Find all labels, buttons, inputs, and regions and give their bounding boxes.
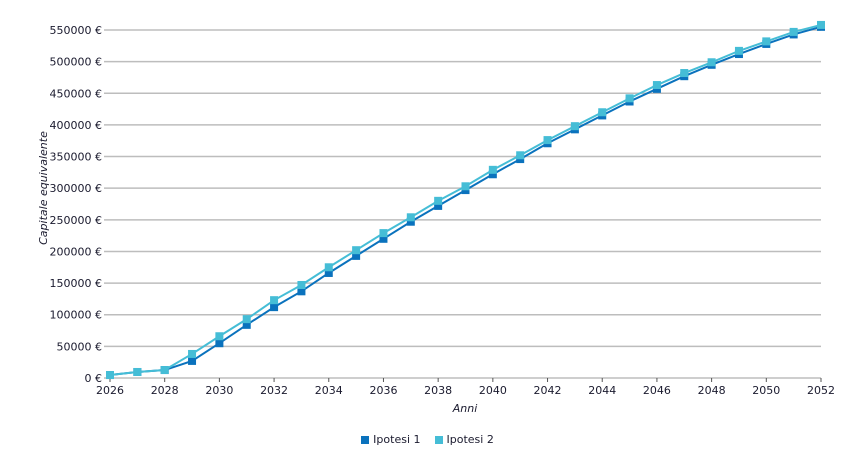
series-2: [106, 20, 825, 380]
legend: Ipotesi 1 Ipotesi 2: [0, 433, 855, 446]
series-line: [109, 25, 822, 377]
x-tick-label: 2050: [752, 384, 780, 397]
data-point[interactable]: [543, 136, 552, 145]
x-tick-label: 2048: [698, 384, 726, 397]
y-tick-label: 500000 €: [50, 56, 103, 69]
data-point[interactable]: [434, 196, 443, 205]
data-point[interactable]: [352, 246, 361, 255]
data-point[interactable]: [106, 371, 114, 380]
data-point[interactable]: [297, 287, 306, 296]
x-tick-label: 2034: [315, 384, 343, 397]
y-tick-label: 150000 €: [50, 277, 103, 290]
x-tick-label: 2044: [588, 384, 616, 397]
data-point[interactable]: [215, 332, 224, 341]
data-point[interactable]: [297, 280, 306, 289]
y-tick-label: 550000 €: [50, 24, 103, 37]
legend-item-ipotesi-2[interactable]: Ipotesi 2: [434, 433, 494, 446]
data-point[interactable]: [270, 296, 279, 305]
y-tick-label: 0 €: [85, 372, 103, 385]
legend-swatch: [434, 435, 443, 444]
x-tick-label: 2042: [534, 384, 562, 397]
x-tick-label: 2036: [369, 384, 397, 397]
data-point[interactable]: [188, 349, 197, 358]
y-axis-label: Capitale equivalente: [37, 131, 50, 245]
series-1: [106, 22, 825, 380]
data-point[interactable]: [789, 27, 798, 36]
x-tick-label: 2046: [643, 384, 671, 397]
data-point[interactable]: [734, 46, 743, 55]
data-point[interactable]: [707, 58, 716, 67]
data-point[interactable]: [762, 37, 771, 46]
data-point[interactable]: [817, 20, 825, 29]
legend-label: Ipotesi 2: [446, 433, 494, 446]
data-point[interactable]: [516, 151, 525, 160]
data-point[interactable]: [598, 108, 607, 117]
data-point[interactable]: [625, 94, 634, 103]
series-line: [109, 23, 822, 377]
data-point[interactable]: [242, 320, 251, 329]
x-tick-label: 2040: [479, 384, 507, 397]
y-tick-label: 50000 €: [57, 340, 103, 353]
data-point[interactable]: [488, 165, 497, 174]
data-point[interactable]: [160, 366, 169, 375]
x-tick-label: 2052: [807, 384, 835, 397]
y-tick-label: 100000 €: [50, 309, 103, 322]
data-point[interactable]: [215, 339, 224, 348]
data-point[interactable]: [133, 367, 142, 376]
data-point[interactable]: [188, 356, 197, 365]
y-tick-label: 450000 €: [50, 87, 103, 100]
y-tick-label: 300000 €: [50, 182, 103, 195]
y-tick-label: 400000 €: [50, 119, 103, 132]
y-tick-label: 350000 €: [50, 151, 103, 164]
legend-item-ipotesi-1[interactable]: Ipotesi 1: [361, 433, 421, 446]
y-tick-label: 200000 €: [50, 245, 103, 258]
line-chart: 0 € 50000 € 100000 € 150000 € 200000 € 250000…: [37, 20, 835, 415]
data-point[interactable]: [680, 69, 689, 78]
data-point[interactable]: [352, 251, 361, 260]
x-axis-label: Anni: [452, 402, 478, 415]
data-point[interactable]: [270, 303, 279, 312]
x-tick-label: 2026: [96, 384, 124, 397]
x-tick-label: 2028: [151, 384, 179, 397]
data-point[interactable]: [652, 81, 661, 90]
data-point[interactable]: [461, 182, 470, 191]
data-point[interactable]: [434, 201, 443, 210]
legend-label: Ipotesi 1: [373, 433, 421, 446]
data-point[interactable]: [570, 122, 579, 131]
data-point[interactable]: [406, 213, 415, 222]
data-point[interactable]: [379, 234, 388, 243]
data-point[interactable]: [324, 263, 333, 272]
x-tick-label: 2038: [424, 384, 452, 397]
data-point[interactable]: [242, 315, 251, 324]
x-tick-label: 2032: [260, 384, 288, 397]
data-point[interactable]: [488, 170, 497, 179]
data-point[interactable]: [324, 268, 333, 277]
x-tick-label: 2030: [205, 384, 233, 397]
data-point[interactable]: [379, 229, 388, 238]
y-tick-label: 250000 €: [50, 214, 103, 227]
data-point[interactable]: [406, 217, 415, 226]
legend-swatch: [361, 435, 370, 444]
